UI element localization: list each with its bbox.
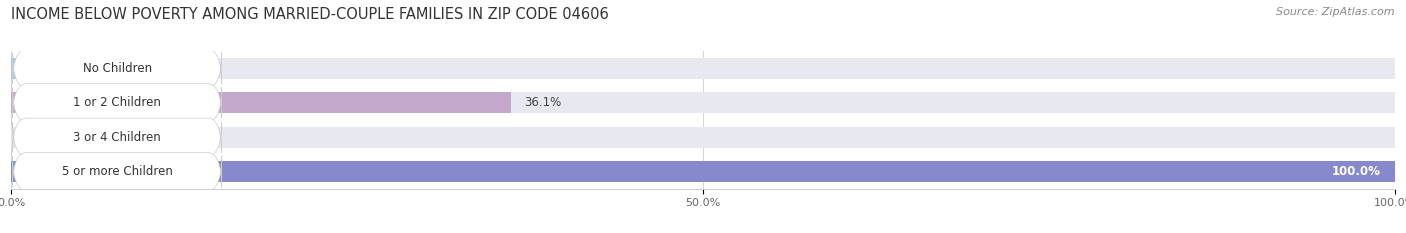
Bar (11, 58, 114, 79)
Text: No Children: No Children (83, 62, 152, 75)
Bar (11, 92, 1395, 113)
FancyBboxPatch shape (13, 153, 222, 191)
Bar (11, 127, 1395, 148)
Text: 5 or more Children: 5 or more Children (62, 165, 173, 178)
FancyBboxPatch shape (13, 118, 222, 156)
Text: 7.4%: 7.4% (128, 62, 157, 75)
Text: 36.1%: 36.1% (524, 96, 562, 109)
Bar (11, 161, 1395, 182)
Bar (11, 92, 510, 113)
Text: 100.0%: 100.0% (1331, 165, 1381, 178)
Bar (11, 58, 1395, 79)
Text: 3 or 4 Children: 3 or 4 Children (73, 131, 160, 144)
Text: 0.0%: 0.0% (25, 131, 55, 144)
FancyBboxPatch shape (13, 49, 222, 87)
Text: Source: ZipAtlas.com: Source: ZipAtlas.com (1277, 7, 1395, 17)
FancyBboxPatch shape (13, 84, 222, 122)
Text: INCOME BELOW POVERTY AMONG MARRIED-COUPLE FAMILIES IN ZIP CODE 04606: INCOME BELOW POVERTY AMONG MARRIED-COUPL… (11, 7, 609, 22)
Text: 1 or 2 Children: 1 or 2 Children (73, 96, 162, 109)
Bar (11, 161, 1395, 182)
